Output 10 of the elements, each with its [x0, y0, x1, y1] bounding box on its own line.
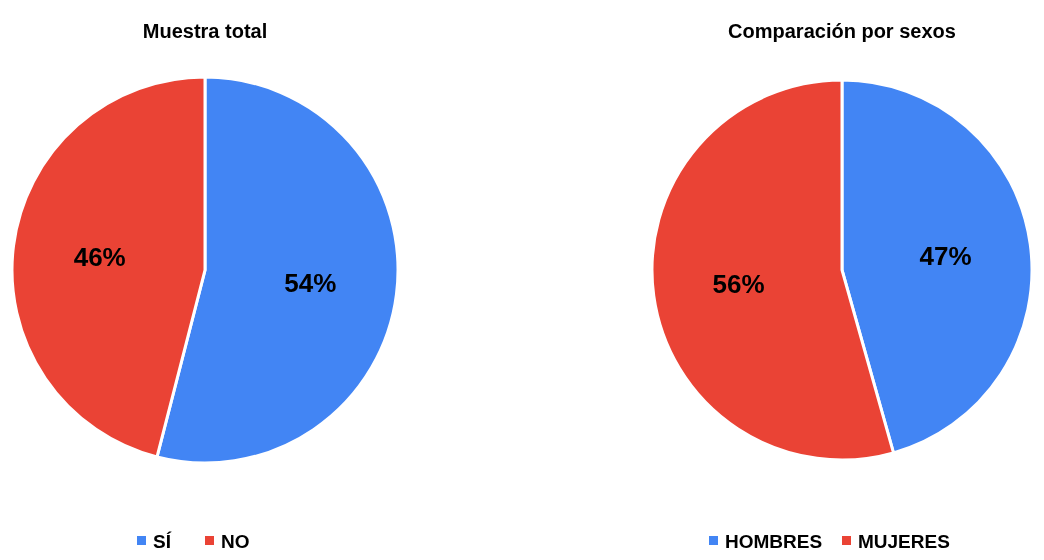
data-label: 54% — [284, 268, 337, 299]
legend-label: SÍ — [153, 530, 172, 552]
data-label: 56% — [712, 269, 765, 300]
legend-label: NO — [221, 530, 250, 552]
chart-title: Comparación por sexos — [728, 20, 956, 42]
chart-title: Muestra total — [142, 20, 268, 42]
legend-label: MUJERES — [858, 530, 950, 552]
data-label: 47% — [919, 240, 972, 271]
legend-label: HOMBRES — [725, 530, 823, 552]
data-label: 46% — [73, 241, 126, 272]
